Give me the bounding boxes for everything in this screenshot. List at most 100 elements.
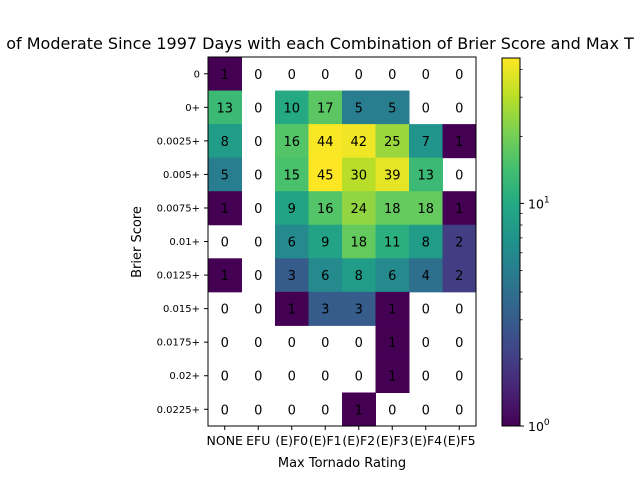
cell-value-label: 11 [384, 236, 401, 251]
y-axis-ticks: 0 0+ 0.0025+ 0.005+ 0.0075+ 0.01+ 0.0125+ 0.015… [157, 69, 208, 416]
heatmap-cell [308, 258, 343, 293]
cell-value-label: 0 [254, 202, 262, 217]
cell-value-label: 0 [422, 303, 430, 318]
cell-value-label: 0 [221, 336, 229, 351]
cell-value-label: 13 [216, 101, 233, 116]
cell-value-label: 17 [317, 101, 334, 116]
heatmap-cell [409, 224, 443, 259]
cell-value-label: 0 [422, 336, 430, 351]
cell-value-label: 5 [221, 168, 229, 183]
y-tick-label: 0.0025+ [157, 136, 200, 147]
heatmap-cell [375, 291, 410, 326]
heatmap-cell [275, 124, 309, 159]
colorbar [501, 57, 521, 427]
chart-title: of Moderate Since 1997 Days with each Co… [6, 34, 634, 53]
heatmap-cell [308, 90, 343, 125]
heatmap-cell-labels: 1 0 0 0 0 0 0 013 0 10 17 5 5 0 08 0 16 44 42 25 7 15 0 15 45 30 3… [216, 68, 463, 418]
cell-value-label: 5 [388, 101, 396, 116]
heatmap-cell [342, 258, 376, 293]
x-axis-ticks: NONE EFU (E)F0 (E)F1 (E)F2 (E)F3 (E)F4 (E)F5 [207, 426, 476, 448]
heatmap-cell [375, 224, 410, 259]
cell-value-label: 0 [355, 68, 363, 83]
y-tick-label: 0.0075+ [157, 203, 200, 214]
cell-value-label: 1 [455, 202, 463, 217]
cell-value-label: 2 [455, 236, 463, 251]
cell-value-label: 18 [350, 236, 367, 251]
cell-value-label: 15 [283, 168, 300, 183]
cell-value-label: 0 [221, 236, 229, 251]
cell-value-label: 1 [221, 269, 229, 284]
heatmap-cell [342, 90, 376, 125]
heatmap-cell [275, 157, 309, 192]
heatmap-cell [208, 90, 242, 125]
x-tick-label: (E)F2 [342, 433, 375, 448]
cell-value-label: 18 [417, 202, 434, 217]
cell-value-label: 0 [321, 68, 329, 83]
cell-value-label: 0 [321, 370, 329, 385]
cell-value-label: 0 [388, 68, 396, 83]
heatmap-cell [375, 258, 410, 293]
cell-value-label: 8 [221, 135, 229, 150]
cell-value-label: 9 [288, 202, 296, 217]
cell-value-label: 39 [384, 168, 401, 183]
cell-value-label: 0 [321, 403, 329, 418]
cell-value-label: 0 [254, 370, 262, 385]
x-tick-label: EFU [246, 433, 270, 448]
heatmap-cell [375, 358, 410, 393]
cell-value-label: 0 [221, 303, 229, 318]
cell-value-label: 6 [321, 269, 329, 284]
cell-value-label: 0 [221, 370, 229, 385]
cell-value-label: 0 [288, 403, 296, 418]
cell-value-label: 30 [350, 168, 367, 183]
heatmap-cell [308, 191, 343, 226]
cell-value-label: 1 [388, 370, 396, 385]
heatmap-cell [308, 224, 343, 259]
cell-value-label: 1 [355, 403, 363, 418]
cell-value-label: 6 [288, 236, 296, 251]
heatmap-cell [308, 124, 343, 159]
cell-value-label: 0 [355, 336, 363, 351]
cell-value-label: 0 [254, 403, 262, 418]
heatmap-cell [342, 224, 376, 259]
heatmap-cell [409, 124, 443, 159]
x-tick-label: (E)F3 [376, 433, 409, 448]
cell-value-label: 13 [417, 168, 434, 183]
y-tick-label: 0.01+ [169, 237, 200, 248]
cell-value-label: 45 [317, 168, 334, 183]
heatmap-cell [442, 124, 477, 159]
colorbar-tick-label: 101 [528, 195, 550, 211]
heatmap-cell [375, 325, 410, 360]
cell-value-label: 8 [355, 269, 363, 284]
heatmap-cell [409, 157, 443, 192]
cell-value-label: 8 [422, 236, 430, 251]
cell-value-label: 1 [221, 202, 229, 217]
heatmap-cell [308, 157, 343, 192]
heatmap-cell [208, 124, 242, 159]
heatmap-cell [375, 90, 410, 125]
y-axis-label: Brier Score [130, 206, 145, 278]
cell-value-label: 1 [455, 135, 463, 150]
heatmap-cell [308, 291, 343, 326]
cell-value-label: 24 [350, 202, 367, 217]
cell-value-label: 0 [254, 269, 262, 284]
cell-value-label: 1 [221, 68, 229, 83]
cell-value-label: 16 [283, 135, 300, 150]
cell-value-label: 3 [355, 303, 363, 318]
cell-value-label: 0 [455, 101, 463, 116]
cell-value-label: 0 [254, 168, 262, 183]
heatmap-cell [342, 392, 376, 427]
x-tick-label: NONE [207, 433, 244, 448]
cell-value-label: 0 [455, 403, 463, 418]
cell-value-label: 0 [388, 403, 396, 418]
cell-value-label: 0 [422, 68, 430, 83]
x-tick-label: (E)F1 [309, 433, 342, 448]
cell-value-label: 0 [288, 336, 296, 351]
cell-value-label: 0 [422, 101, 430, 116]
cell-value-label: 0 [422, 370, 430, 385]
heatmap-cell [342, 291, 376, 326]
cell-value-label: 25 [384, 135, 401, 150]
y-tick-label: 0+ [185, 103, 200, 114]
cell-value-label: 0 [254, 236, 262, 251]
y-tick-label: 0.0125+ [157, 271, 200, 282]
